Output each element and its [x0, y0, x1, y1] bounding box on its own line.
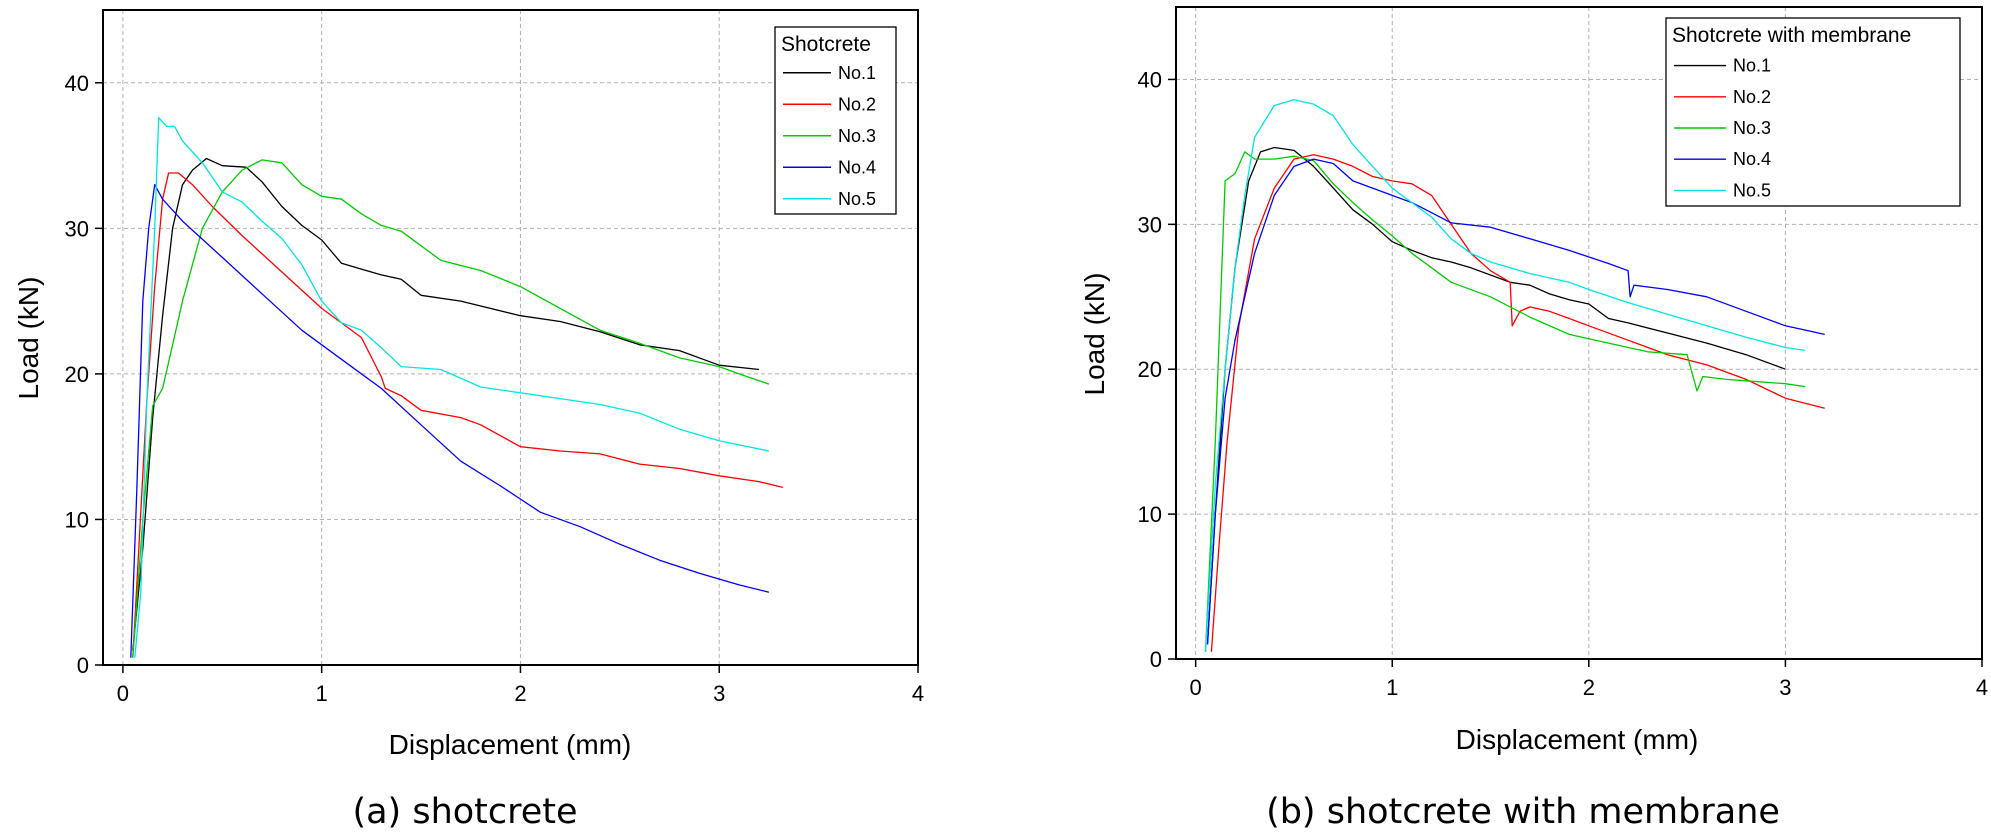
legend: Shotcrete with membrane No.1 No.2 No.3 No.4…: [1665, 17, 1961, 207]
plot-frame: [1175, 6, 1983, 660]
series-line-no2: [1210, 154, 1825, 652]
legend-title: Shotcrete: [781, 33, 871, 56]
legend-box: [774, 26, 897, 215]
y-tick-label: 40: [65, 71, 89, 96]
x-tick-label: 1: [316, 681, 328, 706]
y-tick-label: 30: [1138, 212, 1162, 237]
legend-label: No.5: [1733, 180, 1771, 200]
y-tick-label: 30: [65, 216, 89, 241]
legend-label: No.2: [1733, 87, 1771, 107]
data-series: [1204, 99, 1825, 652]
legend-label: No.3: [1733, 118, 1771, 138]
series-line-no1: [1206, 146, 1786, 645]
series-line-no3: [1204, 151, 1806, 652]
legend-items: No.1 No.2 No.3 No.4 No.5: [1674, 56, 1771, 200]
x-axis-label: Displacement (mm): [389, 729, 632, 760]
x-tick-label: 2: [514, 681, 526, 706]
legend-title: Shotcrete with membrane: [1672, 24, 1911, 47]
y-axis-label: Load (kN): [1079, 273, 1110, 396]
legend-label: No.3: [838, 126, 876, 146]
data-series: [130, 117, 783, 658]
y-axis-label: Load (kN): [13, 277, 44, 400]
x-tick-label: 3: [1779, 675, 1791, 700]
x-tick-label: 1: [1386, 675, 1398, 700]
y-tick-label: 0: [77, 653, 89, 678]
grid-lines: [103, 10, 918, 665]
caption-b: (b) shotcrete with membrane: [1266, 792, 1780, 832]
legend-label: No.1: [838, 63, 876, 83]
y-tick-label: 10: [1138, 502, 1162, 527]
x-tick-label: 0: [1190, 675, 1202, 700]
y-tick-label: 40: [1138, 67, 1162, 92]
legend-label: No.5: [838, 189, 876, 209]
legend-box: [1665, 17, 1961, 207]
series-line-no5: [1204, 99, 1806, 652]
x-tick-label: 4: [912, 681, 924, 706]
series-line-no4: [130, 184, 770, 658]
legend-label: No.2: [838, 94, 876, 114]
series-line-no5: [134, 117, 770, 658]
series-line-no4: [1206, 158, 1825, 645]
caption-a: (a) shotcrete: [352, 792, 577, 832]
y-tick-label: 0: [1150, 647, 1162, 672]
y-tick-label: 10: [65, 507, 89, 532]
series-line-no2: [132, 172, 783, 658]
x-tick-label: 3: [713, 681, 725, 706]
series-line-no3: [132, 159, 770, 658]
legend-label: No.4: [1733, 149, 1771, 169]
legend-items: No.1 No.2 No.3 No.4 No.5: [783, 63, 876, 209]
legend: Shotcrete No.1 No.2 No.3 No.4 No.5: [774, 26, 897, 215]
plot-frame: [102, 9, 919, 666]
x-tick-label: 2: [1583, 675, 1595, 700]
legend-label: No.1: [1733, 56, 1771, 76]
y-tick-label: 20: [65, 362, 89, 387]
y-tick-label: 20: [1138, 357, 1162, 382]
x-tick-label: 4: [1976, 675, 1988, 700]
legend-label: No.4: [838, 157, 876, 177]
grid-lines: [1176, 7, 1982, 659]
x-axis-label: Displacement (mm): [1456, 724, 1699, 755]
x-tick-label: 0: [117, 681, 129, 706]
